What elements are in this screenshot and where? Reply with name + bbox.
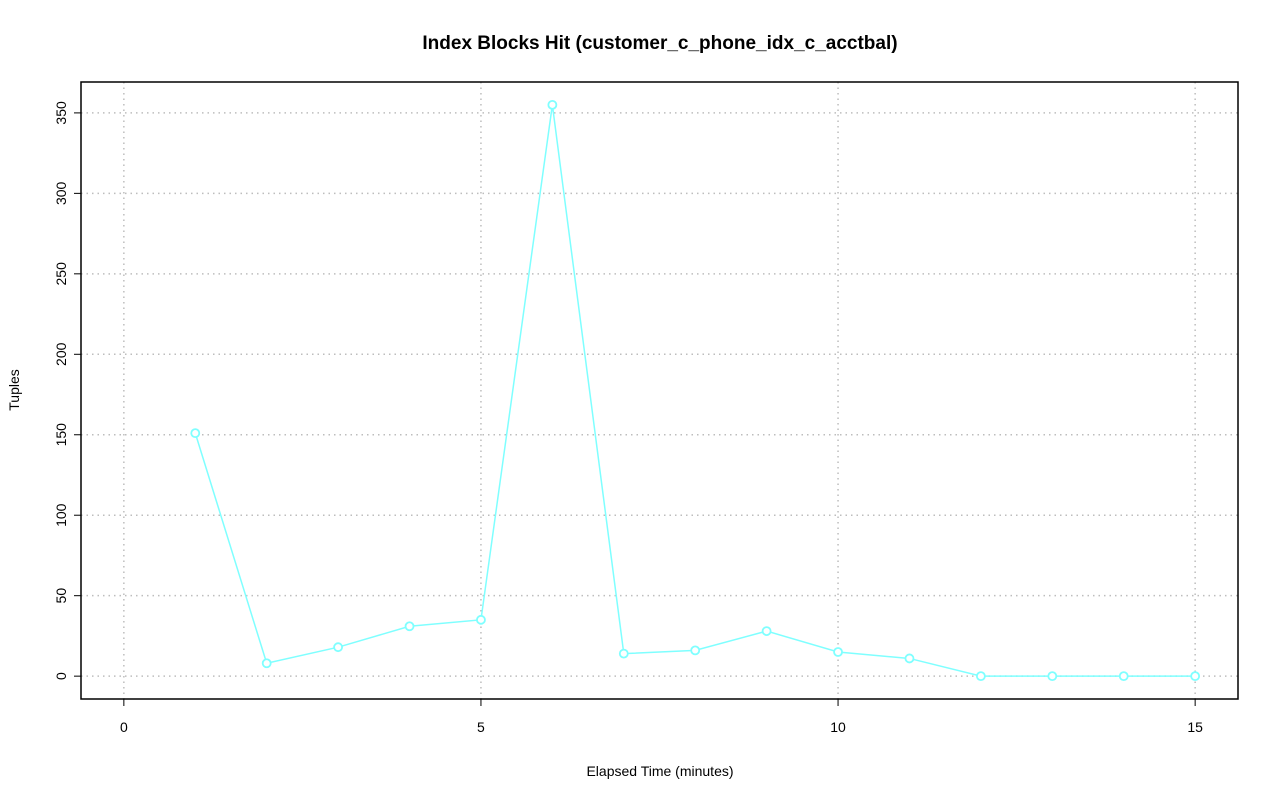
grid — [81, 82, 1238, 699]
chart-title: Index Blocks Hit (customer_c_phone_idx_c… — [422, 33, 897, 54]
x-axis-label: Elapsed Time (minutes) — [586, 763, 733, 779]
y-tick-label: 100 — [53, 503, 69, 527]
y-tick-label: 200 — [53, 342, 69, 366]
data-point — [333, 642, 344, 653]
x-tick-label: 15 — [1187, 719, 1203, 735]
plot-frame — [80, 81, 1239, 700]
x-tick-label: 10 — [830, 719, 846, 735]
data-point — [975, 671, 986, 682]
data-point — [1190, 671, 1201, 682]
series — [190, 99, 1201, 682]
y-tick-label: 0 — [53, 672, 69, 680]
series-line — [194, 104, 1196, 677]
y-tick-label: 50 — [53, 588, 69, 604]
x-tick-label: 5 — [477, 719, 485, 735]
data-point — [261, 658, 272, 669]
data-point — [833, 647, 843, 657]
x-tick-label: 0 — [120, 719, 128, 735]
y-tick-label: 350 — [53, 101, 69, 125]
y-tick-label: 150 — [53, 423, 69, 447]
data-point — [547, 99, 558, 110]
data-point — [761, 626, 772, 636]
data-point — [476, 614, 486, 625]
data-point — [618, 648, 629, 659]
data-point — [1047, 671, 1058, 682]
y-tick-label: 300 — [53, 181, 69, 205]
data-point — [190, 428, 201, 439]
data-point — [404, 621, 415, 632]
y-axis-label: Tuples — [6, 369, 22, 411]
data-point — [690, 645, 701, 656]
data-point — [904, 653, 915, 664]
y-tick-label: 250 — [53, 262, 69, 286]
data-point — [1118, 671, 1129, 682]
